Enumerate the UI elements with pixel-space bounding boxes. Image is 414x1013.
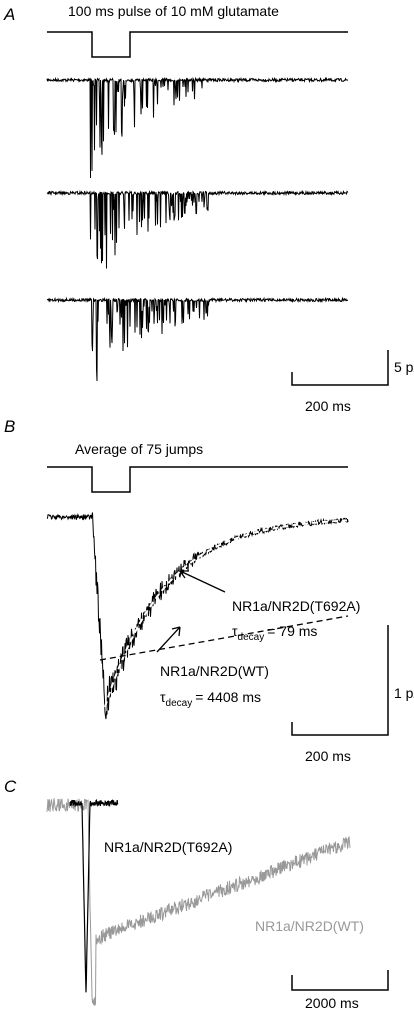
trace [46, 76, 349, 179]
scale-bar [291, 625, 389, 736]
fit [104, 519, 348, 708]
tau-symbol: τ [232, 623, 238, 639]
panel-label: C [4, 777, 17, 796]
arrow [179, 570, 226, 593]
tau-value: = 79 ms [267, 623, 317, 639]
caption: Average of 75 jumps [75, 441, 203, 457]
scale-bar [291, 350, 389, 386]
panel-label: B [4, 417, 15, 436]
panel-label: A [3, 5, 15, 24]
scale-y: 1 pA [394, 685, 414, 701]
tau-sub: decay [166, 698, 193, 709]
arrow [156, 626, 181, 653]
tau: τdecay = 4408 ms [160, 689, 261, 709]
pulse [47, 466, 348, 493]
annotation: NR1a/NR2D(WT) [160, 663, 269, 679]
trace [46, 296, 349, 382]
caption: 100 ms pulse of 10 mM glutamate [68, 3, 279, 19]
trace [46, 189, 349, 269]
trace-label: NR1a/NR2D(WT) [255, 918, 364, 934]
tau-value: = 4408 ms [195, 689, 261, 705]
trace [46, 798, 351, 1007]
scale-x: 2000 ms [305, 995, 359, 1011]
annotation: NR1a/NR2D(T692A) [232, 598, 360, 614]
scale-bar [291, 970, 389, 991]
scale-x: 200 ms [305, 398, 351, 414]
scale-y: 5 pA [394, 359, 414, 375]
scale-x: 200 ms [305, 748, 351, 764]
tau: τdecay = 79 ms [232, 623, 317, 643]
tau-sub: decay [238, 632, 265, 643]
tau-symbol: τ [160, 689, 166, 705]
trace [69, 798, 119, 993]
trace-label: NR1a/NR2D(T692A) [104, 839, 232, 855]
pulse [47, 31, 348, 58]
fit [99, 615, 349, 661]
